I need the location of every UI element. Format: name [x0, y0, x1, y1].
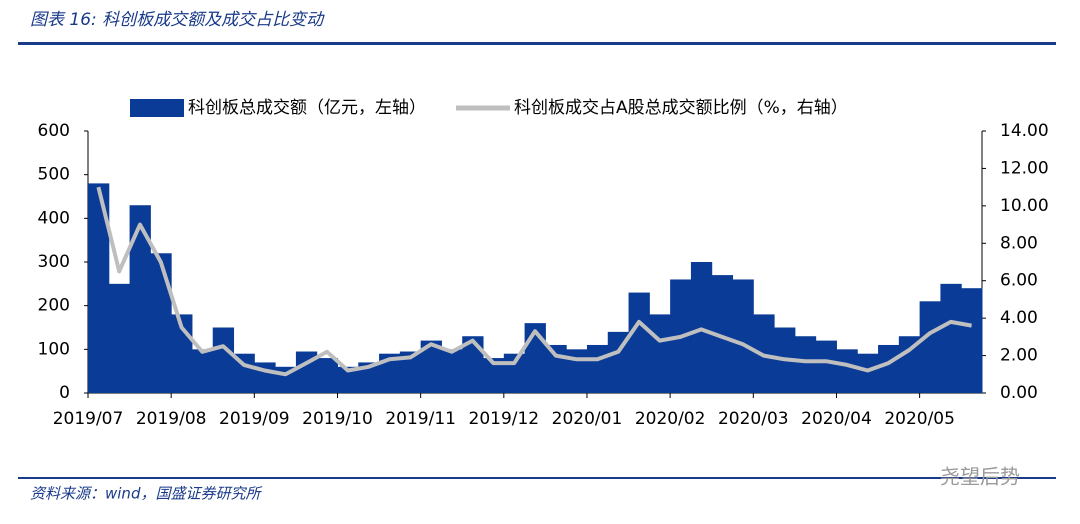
bar: [337, 366, 359, 393]
bar: [649, 314, 671, 393]
bar: [732, 279, 754, 393]
bar: [358, 362, 380, 393]
y2-tick-label: 6.00: [1000, 271, 1038, 291]
x-tick-label: 2019/10: [302, 409, 373, 429]
bar: [462, 336, 484, 393]
bar: [857, 353, 879, 393]
legend-label: 科创板成交占A股总成交额比例（%，右轴）: [514, 98, 848, 118]
y2-tick-label: 10.00: [1000, 196, 1049, 216]
y2-tick-label: 8.00: [1000, 233, 1038, 253]
bar: [940, 283, 962, 393]
x-tick-label: 2019/11: [385, 409, 456, 429]
bar: [212, 327, 235, 393]
legend-swatch: [130, 99, 184, 117]
x-tick-label: 2019/07: [53, 409, 124, 429]
bar: [919, 301, 941, 393]
header-rule: [18, 42, 1056, 45]
y-tick-label: 0: [59, 383, 70, 403]
y-tick-label: 500: [38, 165, 70, 185]
bar: [794, 336, 817, 393]
y-tick-label: 100: [38, 339, 70, 359]
y-tick-label: 400: [38, 208, 70, 228]
y-tick-label: 300: [38, 252, 70, 272]
y2-tick-label: 12.00: [1000, 158, 1049, 178]
x-tick-label: 2019/08: [136, 409, 207, 429]
title: 图表 16: 科创板成交额及成交占比变动: [30, 10, 325, 30]
bar: [545, 344, 567, 393]
bar: [316, 358, 338, 393]
bar: [836, 349, 858, 393]
y2-tick-label: 14.00: [1000, 121, 1049, 141]
bar: [88, 183, 110, 393]
bar: [961, 288, 983, 393]
bar: [711, 275, 734, 393]
bar: [483, 358, 505, 393]
bar: [898, 336, 921, 393]
y-tick-label: 200: [38, 296, 70, 316]
x-tick-label: 2020/01: [552, 409, 623, 429]
x-tick-label: 2020/04: [801, 409, 872, 429]
bar: [815, 340, 837, 393]
y2-tick-label: 0.00: [1000, 383, 1038, 403]
y-tick-label: 600: [38, 121, 70, 141]
x-tick-label: 2019/12: [469, 409, 540, 429]
bar: [420, 340, 442, 393]
bar: [129, 205, 151, 393]
bar: [566, 349, 588, 393]
x-tick-label: 2020/03: [718, 409, 789, 429]
x-tick-label: 2020/05: [884, 409, 955, 429]
bar: [628, 292, 650, 393]
y2-tick-label: 2.00: [1000, 346, 1038, 366]
x-tick-label: 2020/02: [635, 409, 706, 429]
bar: [441, 349, 463, 393]
bar: [191, 349, 214, 393]
bar: [586, 344, 609, 393]
x-tick-label: 2019/09: [219, 409, 290, 429]
bar: [878, 344, 900, 393]
footer-rule: [18, 477, 1056, 479]
bar: [108, 283, 131, 393]
source: 资料来源：wind，国盛证券研究所: [30, 485, 262, 503]
bar: [150, 253, 172, 393]
bar: [379, 353, 401, 393]
watermark: 尧望后势: [940, 465, 1020, 489]
legend-label: 科创板总成交额（亿元，左轴）: [188, 98, 426, 118]
y2-tick-label: 4.00: [1000, 308, 1038, 328]
bar: [399, 351, 422, 393]
line: [96, 186, 972, 377]
bar: [233, 353, 255, 393]
